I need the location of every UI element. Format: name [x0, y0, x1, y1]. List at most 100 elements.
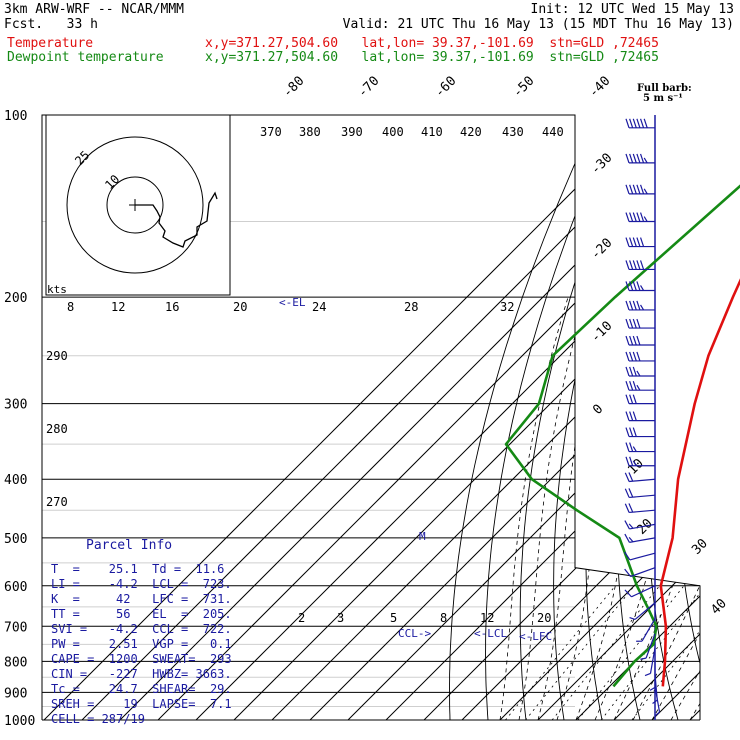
isotherm-line [195, 115, 700, 720]
wind-barb [625, 456, 655, 467]
theta-label: 370 [260, 125, 282, 139]
parcel-row-tc: Tc = 24.7 SHEAR= 29. [51, 682, 232, 696]
wind-barb [625, 427, 655, 438]
moist-adiabat [537, 296, 607, 720]
pressure-tick-label: 300 [4, 398, 27, 413]
parcel-row-sreh: SREH = 19 LAPSE= 7.1 [51, 697, 232, 711]
mixing-ratio-label: 8 [67, 300, 74, 314]
isotherm-line [575, 115, 700, 720]
moist-adiabat [632, 297, 700, 720]
wind-barb [625, 118, 655, 129]
isotherm-line [689, 115, 700, 720]
parcel-info-title: Parcel Info [86, 538, 173, 553]
theta-left-label: 270 [46, 495, 68, 509]
ccl-marker: CCL-> [398, 627, 431, 640]
wind-barb [625, 212, 655, 223]
isotherm-line [461, 115, 700, 720]
m-marker: M [419, 530, 426, 543]
isotherm-label: -30 [588, 151, 615, 178]
mixing-ratio-label-lower: 8 [440, 611, 447, 625]
mixing-ratio-line [505, 585, 616, 720]
wind-barb [624, 533, 656, 543]
moist-adiabat [689, 296, 700, 720]
mixing-ratio-label: 20 [233, 300, 247, 314]
legend-dewpoint-location: x,y=371.27,504.60 lat,lon= 39.37,-101.69… [205, 50, 659, 65]
full-barb-unit: 5 m s⁻¹ [643, 93, 683, 104]
isotherm-label: 10 [625, 456, 647, 478]
theta-label: 390 [341, 125, 363, 139]
theta-left-label: 290 [46, 349, 68, 363]
isotherm-line [43, 115, 650, 720]
el-marker: <-EL [279, 296, 306, 309]
wind-barb [625, 335, 655, 346]
mixing-ratio-label-lower: 20 [537, 611, 551, 625]
wind-barb [625, 260, 655, 271]
moist-adiabat [556, 297, 630, 720]
mixing-ratio-label-lower: 3 [337, 611, 344, 625]
lcl-marker: <-LCL [474, 627, 507, 640]
pressure-tick-label: 400 [4, 473, 27, 488]
dry-adiabat [449, 115, 598, 720]
lfc-marker: <-LFC [519, 630, 552, 643]
theta-label: 400 [382, 125, 404, 139]
wind-barb [624, 503, 656, 514]
pressure-tick-label: 800 [4, 655, 27, 670]
wind-barb [654, 686, 661, 717]
isotherm-label: -80 [280, 74, 307, 101]
dry-adiabat [553, 115, 657, 720]
full-barb-key: Full barb: 5 m s⁻¹ [637, 84, 692, 104]
parcel-row-cell: CELL = 287/19 [51, 712, 145, 726]
theta-label: 380 [299, 125, 321, 139]
dry-adiabat [675, 115, 700, 720]
moist-adiabat [499, 296, 569, 720]
wind-barb [624, 551, 656, 561]
pressure-tick-label: 200 [4, 291, 27, 306]
wind-barb [625, 300, 655, 311]
dry-adiabat [705, 115, 740, 720]
wind-barb [625, 411, 655, 422]
legend-temperature: Temperature [7, 36, 94, 51]
theta-left-label: 280 [46, 422, 68, 436]
mixing-ratio-label-lower: 2 [298, 611, 305, 625]
plot-frame [41, 114, 701, 720]
isotherm-label: 40 [708, 596, 730, 618]
pressure-tick-label: 700 [4, 620, 27, 635]
mixing-ratio-label-lower: 12 [480, 611, 494, 625]
parcel-row-k: K = 42 LFC = 731. [51, 592, 232, 606]
moist-adiabat [651, 297, 700, 720]
wind-barb [625, 318, 655, 329]
wind-barb [625, 351, 655, 362]
dry-adiabat [485, 115, 617, 720]
wind-barb [625, 237, 655, 248]
legend-dewpoint: Dewpoint temperature [7, 50, 164, 65]
mixing-ratio-label: 32 [500, 300, 514, 314]
theta-label: 420 [460, 125, 482, 139]
isotherm-label: -70 [355, 74, 382, 101]
dry-adiabat [732, 115, 740, 720]
theta-label: 410 [421, 125, 443, 139]
pressure-tick-label: 100 [4, 109, 27, 124]
isotherm-line [613, 115, 700, 720]
wind-barb [625, 366, 655, 377]
wind-barb [624, 472, 656, 483]
wind-barb [640, 633, 656, 660]
isotherm-label: -50 [510, 74, 537, 101]
wind-barb [644, 647, 656, 677]
moist-adiabat [670, 296, 700, 720]
pressure-tick-label: 900 [4, 686, 27, 701]
wind-barb [624, 585, 656, 598]
mixing-ratio-label: 24 [312, 300, 326, 314]
isotherm-label: -10 [588, 319, 615, 346]
wind-barb [624, 520, 656, 530]
isotherm-line [537, 115, 700, 720]
isotherm-label: 30 [689, 536, 711, 558]
parcel-row-cape: CAPE = 1200 SWEAT= 293 [51, 652, 232, 666]
wind-barb [625, 380, 655, 391]
isotherm-label: 0 [590, 402, 606, 418]
dewpoint-trace [504, 184, 740, 688]
moist-adiabat [518, 296, 587, 720]
pressure-tick-label: 500 [4, 532, 27, 547]
hodograph-unit-label: kts [47, 283, 67, 296]
mixing-ratio-line [525, 585, 635, 720]
